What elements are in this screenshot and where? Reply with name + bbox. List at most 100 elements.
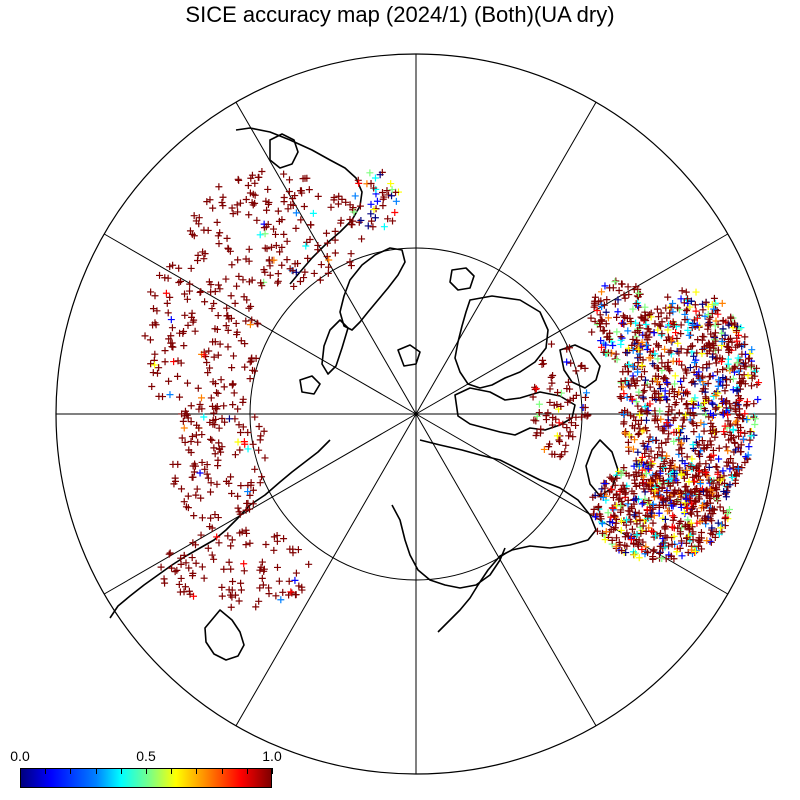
colorbar-tick [120, 768, 122, 774]
accuracy-marker [236, 199, 244, 207]
accuracy-marker [740, 362, 748, 370]
colorbar-tick [20, 768, 21, 774]
accuracy-marker [601, 536, 609, 544]
accuracy-marker [636, 517, 644, 525]
accuracy-marker [280, 535, 288, 543]
accuracy-marker [233, 201, 241, 209]
accuracy-marker [650, 329, 658, 337]
accuracy-marker [581, 393, 589, 401]
accuracy-marker [177, 574, 185, 582]
accuracy-marker [667, 552, 675, 560]
coastline-svalbard [397, 344, 421, 367]
accuracy-marker [681, 523, 689, 531]
accuracy-marker [682, 367, 690, 375]
accuracy-marker [665, 542, 673, 550]
accuracy-marker [644, 443, 652, 451]
accuracy-marker [388, 186, 396, 194]
accuracy-marker [595, 502, 603, 510]
accuracy-marker [653, 340, 661, 348]
accuracy-marker [563, 385, 571, 393]
accuracy-marker [732, 407, 740, 415]
accuracy-marker [673, 334, 681, 342]
accuracy-marker [673, 347, 681, 355]
accuracy-marker [658, 484, 666, 492]
accuracy-marker [186, 590, 194, 598]
accuracy-marker [628, 505, 636, 513]
accuracy-marker [710, 505, 718, 513]
accuracy-marker [636, 425, 644, 433]
accuracy-marker [751, 415, 759, 423]
accuracy-marker [641, 303, 649, 311]
accuracy-marker [630, 286, 638, 294]
accuracy-marker [741, 429, 749, 437]
meridian-line [235, 101, 417, 415]
accuracy-marker [622, 428, 630, 436]
accuracy-marker [693, 370, 701, 378]
accuracy-marker [306, 235, 314, 243]
accuracy-marker [185, 587, 193, 595]
accuracy-marker [227, 292, 235, 300]
accuracy-marker [212, 415, 220, 423]
accuracy-marker [726, 465, 734, 473]
accuracy-marker [609, 519, 617, 527]
accuracy-marker [210, 300, 218, 308]
accuracy-marker [195, 214, 203, 222]
accuracy-marker [174, 357, 182, 365]
accuracy-marker [246, 491, 254, 499]
accuracy-marker [609, 341, 617, 349]
accuracy-marker [609, 476, 617, 484]
accuracy-marker [610, 511, 618, 519]
accuracy-marker [229, 380, 237, 388]
accuracy-marker [366, 169, 374, 177]
accuracy-marker [222, 322, 230, 330]
accuracy-marker [234, 405, 242, 413]
accuracy-marker [724, 335, 732, 343]
accuracy-marker [549, 414, 557, 422]
accuracy-marker [251, 179, 259, 187]
accuracy-marker [678, 395, 686, 403]
accuracy-marker [718, 357, 726, 365]
colorbar-tick [146, 768, 147, 774]
accuracy-marker [181, 407, 189, 415]
accuracy-marker [630, 413, 638, 421]
accuracy-marker [279, 588, 287, 596]
accuracy-marker [722, 493, 730, 501]
accuracy-marker [660, 539, 668, 547]
accuracy-marker [638, 500, 646, 508]
accuracy-marker [688, 342, 696, 350]
accuracy-marker [621, 429, 629, 437]
accuracy-marker [230, 352, 238, 360]
accuracy-marker [712, 428, 720, 436]
accuracy-marker [733, 421, 741, 429]
colorbar-tick [70, 768, 72, 774]
accuracy-marker [727, 455, 735, 463]
accuracy-marker [694, 372, 702, 380]
accuracy-marker [675, 349, 683, 357]
accuracy-marker [694, 542, 702, 550]
accuracy-marker [346, 215, 354, 223]
accuracy-marker [578, 361, 586, 369]
accuracy-marker [728, 338, 736, 346]
accuracy-marker [663, 362, 671, 370]
colorbar-mid-label: 0.5 [136, 748, 156, 764]
accuracy-marker [193, 421, 201, 429]
accuracy-marker [615, 496, 623, 504]
accuracy-marker [378, 189, 386, 197]
accuracy-marker [750, 413, 758, 421]
accuracy-marker [722, 398, 730, 406]
accuracy-marker [654, 492, 662, 500]
accuracy-marker [165, 377, 173, 385]
accuracy-marker [676, 429, 684, 437]
accuracy-marker [182, 559, 190, 567]
accuracy-marker [613, 328, 621, 336]
accuracy-marker [584, 411, 592, 419]
accuracy-marker [734, 392, 742, 400]
accuracy-marker [683, 504, 691, 512]
accuracy-marker [184, 492, 192, 500]
accuracy-marker [655, 509, 663, 517]
accuracy-marker [257, 432, 265, 440]
accuracy-marker [711, 329, 719, 337]
accuracy-marker [715, 481, 723, 489]
accuracy-marker [204, 474, 212, 482]
accuracy-marker [692, 307, 700, 315]
